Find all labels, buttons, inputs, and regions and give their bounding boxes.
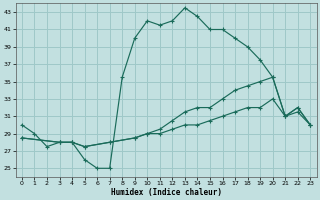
X-axis label: Humidex (Indice chaleur): Humidex (Indice chaleur) [111, 188, 221, 197]
